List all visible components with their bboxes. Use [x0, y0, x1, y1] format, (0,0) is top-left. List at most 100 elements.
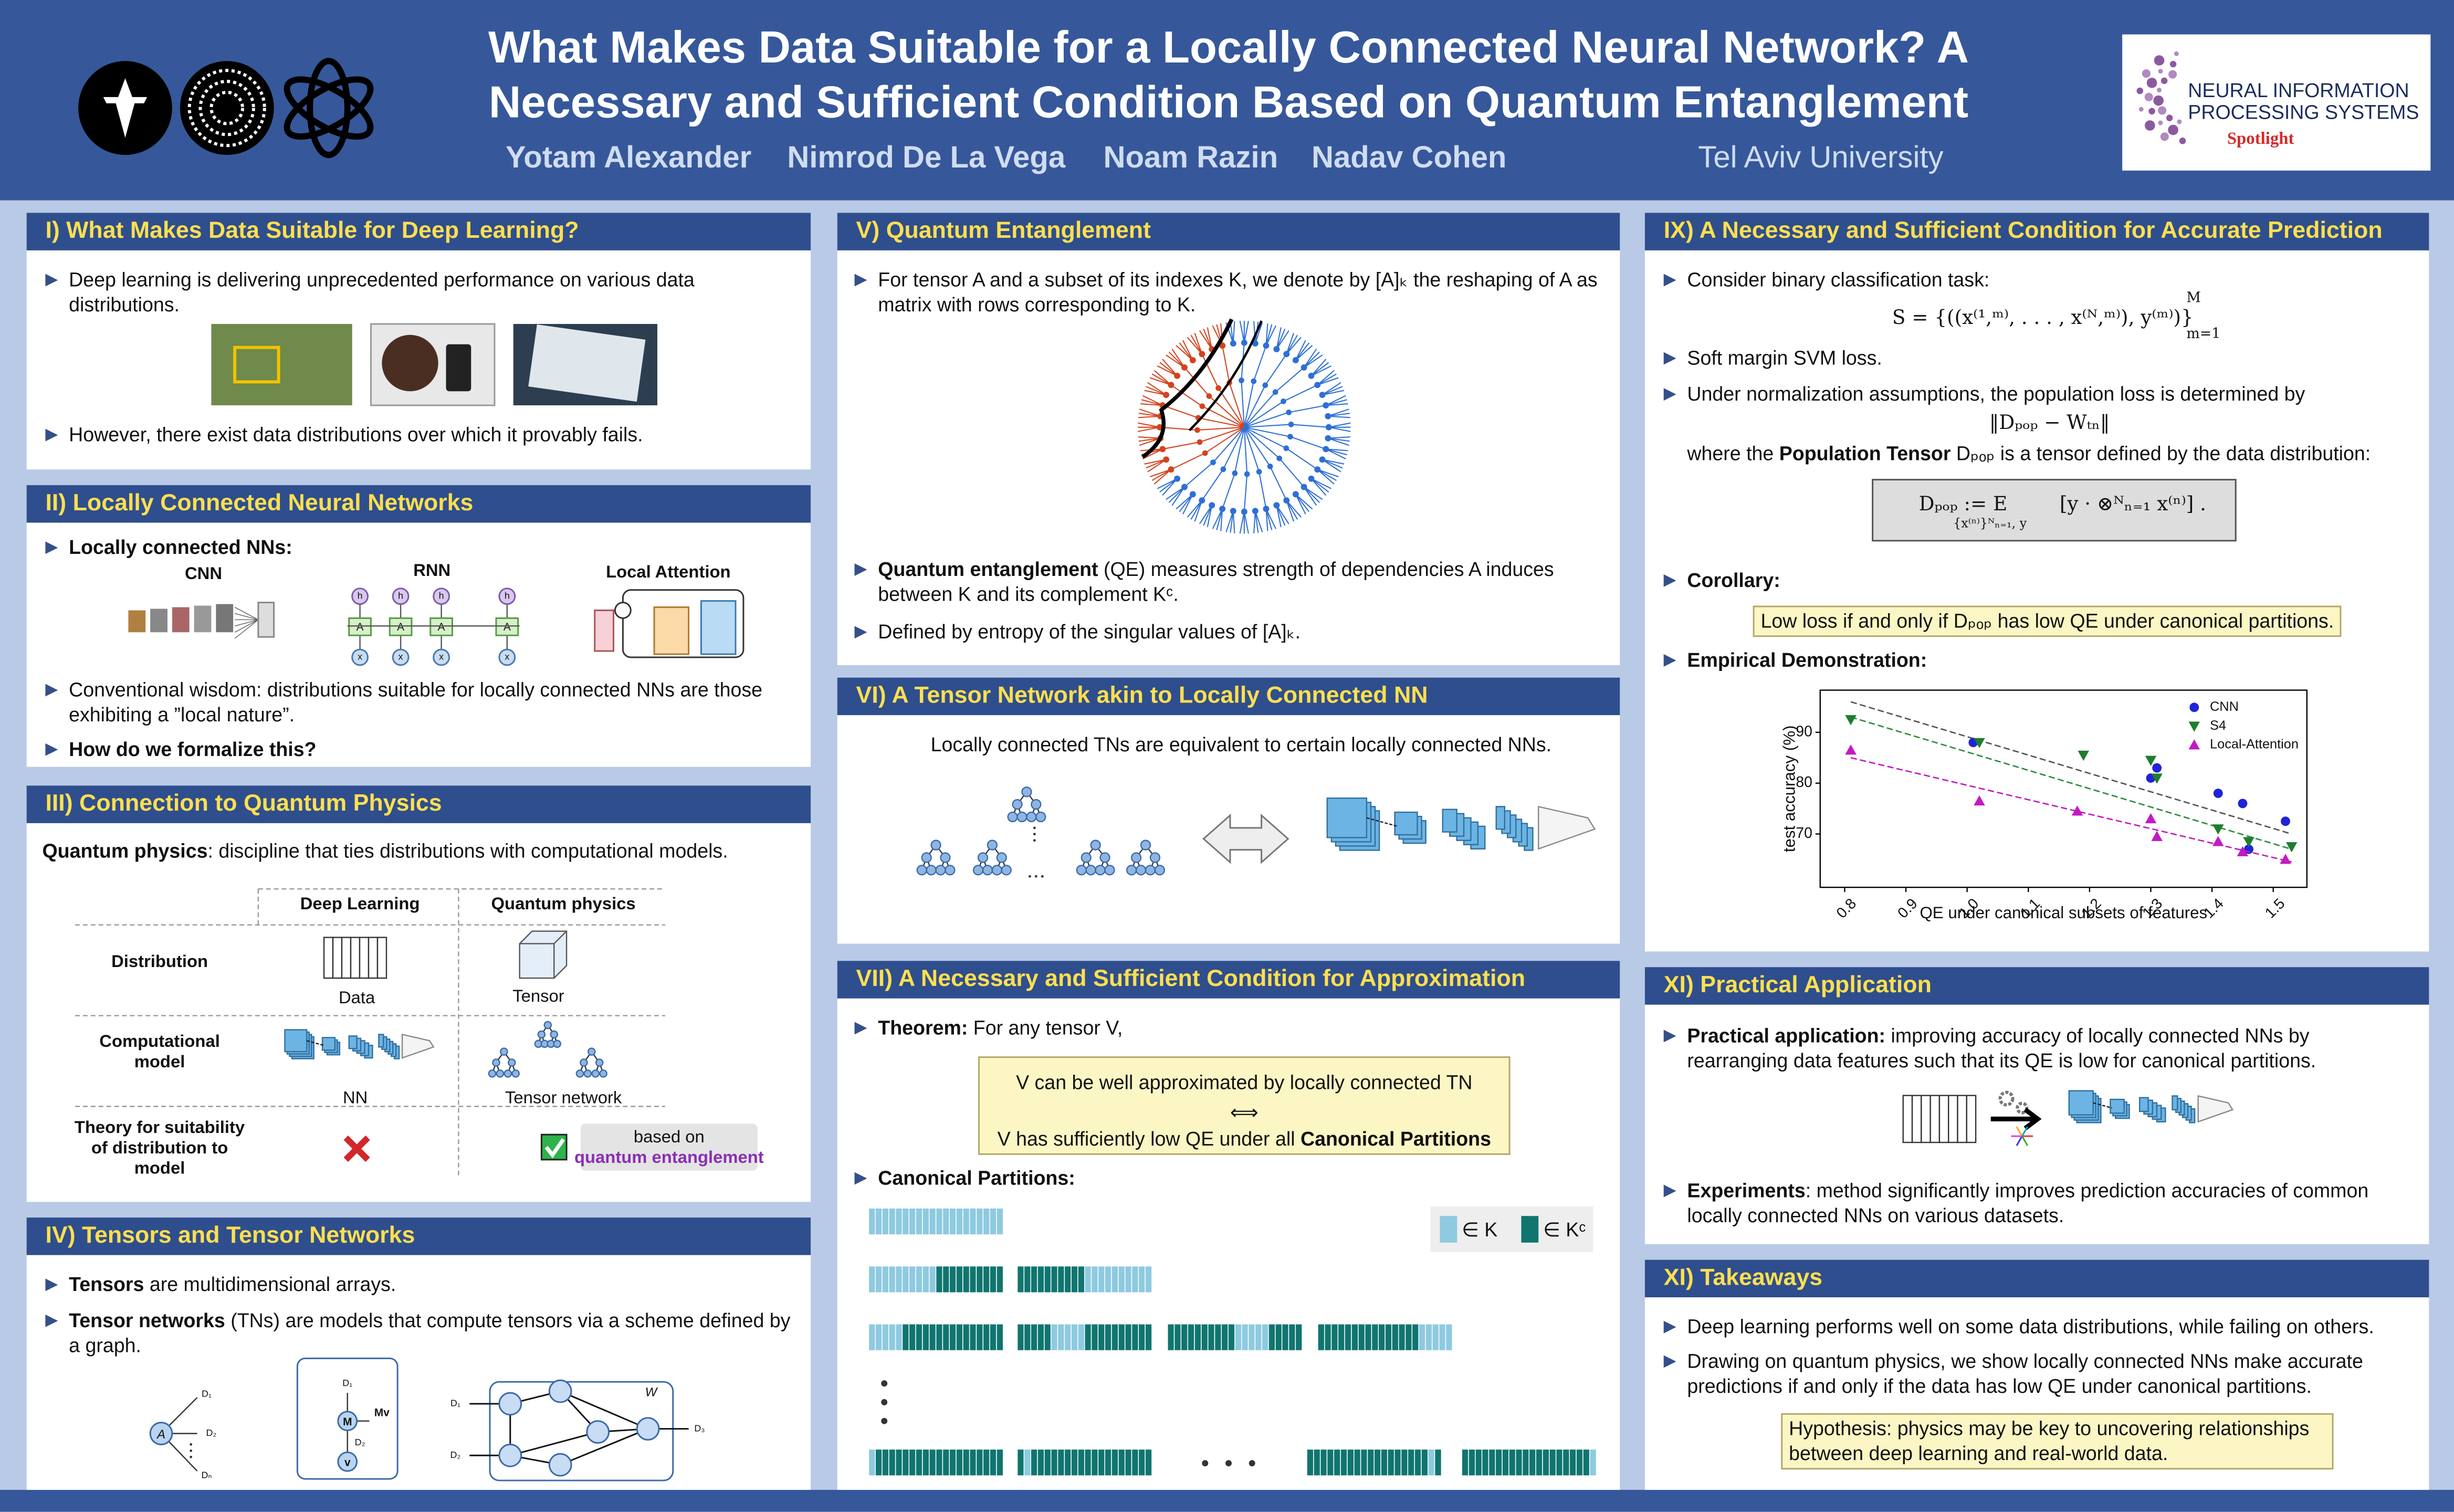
bullet: Consider binary classification task: — [1663, 268, 2415, 293]
text: How do we formalize this? — [69, 738, 317, 761]
text: Theorem: — [878, 1017, 968, 1040]
text: Distribution — [111, 953, 208, 972]
bullet: For tensor A and a subset of its indexes… — [854, 268, 1606, 318]
text: Computational model — [99, 1033, 220, 1072]
bullet: Empirical Demonstration: — [1663, 648, 2415, 673]
text: V can be well approximated by locally co… — [1016, 1072, 1473, 1094]
text: For tensor A and a subset of its indexes… — [878, 269, 1598, 317]
text: RNN — [413, 562, 451, 581]
section-title: XI) Practical Application — [1644, 967, 2429, 1005]
header-band — [0, 0, 2454, 201]
badge — [2122, 34, 2431, 171]
panel — [26, 1255, 811, 1490]
bullet: Deep learning is delivering unprecedente… — [45, 268, 758, 318]
text: {x⁽ⁿ⁾}ᴺₙ₌₁, y — [1953, 516, 2027, 531]
text: Quantum physics — [491, 895, 636, 914]
text: based on — [633, 1128, 705, 1147]
text: Canonical Partitions: — [878, 1167, 1075, 1190]
text: S = {((x⁽¹,ᵐ⁾, . . . , x⁽ᴺ,ᵐ⁾), y⁽ᵐ⁾)} — [1892, 305, 2194, 329]
note-box — [580, 1124, 758, 1171]
badge-text: PROCESSING SYSTEMS — [2188, 101, 2419, 124]
bullet: Deep learning performs well on some data… — [1663, 1315, 2415, 1340]
text: CNN — [184, 565, 223, 584]
section-title: IX) A Necessary and Sufficient Condition… — [1644, 213, 2429, 250]
section-title: I) What Makes Data Suitable for Deep Lea… — [26, 213, 811, 250]
text: Practical application: — [1687, 1025, 1886, 1047]
section-title: IV) Tensors and Tensor Networks — [26, 1217, 811, 1255]
bullet: Soft margin SVM loss. — [1663, 346, 2415, 371]
bullet: Practical application: improving accurac… — [1663, 1024, 2410, 1074]
text: M — [2186, 291, 2201, 307]
text: Local Attention — [606, 563, 731, 582]
text: Quantum physics — [42, 840, 208, 863]
section-title: III) Connection to Quantum Physics — [26, 785, 811, 823]
author: Nadav Cohen — [1311, 141, 1507, 175]
author: Nimrod De La Vega — [787, 141, 1066, 175]
text: Locally connected TNs are equivalent to … — [930, 734, 1552, 756]
text: ∈ K — [1462, 1219, 1498, 1241]
bullet: Tensor networks (TNs) are models that co… — [45, 1308, 801, 1358]
footer-band — [0, 1489, 2454, 1512]
text: Under normalization assumptions, the pop… — [1687, 383, 2305, 406]
bullet: Experiments: method significantly improv… — [1663, 1179, 2410, 1228]
title: Necessary and Sufficient Condition Based… — [488, 78, 1969, 129]
text: Defined by entropy of the singular value… — [878, 621, 1301, 644]
section-title: VII) A Necessary and Sufficient Conditio… — [837, 961, 1620, 999]
badge-text: NEURAL INFORMATION — [2188, 80, 2409, 102]
bullet: Locally connected NNs: — [45, 535, 804, 560]
text: (TNs) are models that compute tensors vi… — [69, 1310, 791, 1357]
text: Deep Learning — [300, 895, 420, 914]
text: Deep learning performs well on some data… — [1687, 1316, 2374, 1338]
bullet: Quantum entanglement (QE) measures stren… — [854, 557, 1606, 607]
text: Tensor networks — [69, 1310, 225, 1332]
text: : method significantly improves predicti… — [1687, 1180, 2369, 1227]
text: (QE) measures strength of dependencies A… — [878, 559, 1554, 606]
shape: where the Population Tensor Dₚₒₚ is a te… — [1687, 442, 2371, 467]
section-title: II) Locally Connected Neural Networks — [26, 485, 811, 523]
text: are multidimensional arrays. — [144, 1274, 396, 1296]
text: ∈ Kᶜ — [1543, 1219, 1586, 1241]
text: Dₚₒₚ is a tensor defined by the data dis… — [1950, 443, 2371, 465]
text: Drawing on quantum physics, we show loca… — [1687, 1350, 2363, 1398]
text: Deep learning is delivering unprecedente… — [69, 269, 695, 317]
bullet: Corollary: — [1663, 568, 2415, 593]
text: V has sufficiently low QE under all — [997, 1128, 1301, 1150]
text: [y · ⊗ᴺₙ₌₁ x⁽ⁿ⁾] . — [2059, 491, 2206, 515]
text: Quantum entanglement — [878, 559, 1098, 581]
text: NN — [342, 1089, 368, 1108]
author: Noam Razin — [1103, 141, 1278, 175]
text: improving accuracy of locally connected … — [1687, 1025, 2316, 1072]
text: Population Tensor — [1779, 443, 1951, 465]
bullet: Drawing on quantum physics, we show loca… — [1663, 1349, 2410, 1399]
text: where the — [1687, 443, 1779, 465]
text: m=1 — [2186, 327, 2221, 343]
text: However, there exist data distributions … — [69, 424, 643, 446]
affiliation: Tel Aviv University — [1698, 141, 1944, 175]
legend-box — [1430, 1206, 1593, 1252]
text: Theory for suitability of distribution t… — [74, 1119, 245, 1179]
text: Data — [338, 989, 375, 1008]
text: Consider binary classification task: — [1687, 269, 1990, 291]
text: Soft margin SVM loss. — [1687, 347, 1882, 370]
text: Conventional wisdom: distributions suita… — [69, 679, 763, 727]
section-title: VI) A Tensor Network akin to Locally Con… — [837, 677, 1620, 716]
bullet: Under normalization assumptions, the pop… — [1663, 382, 2415, 407]
text: Tensor — [512, 987, 564, 1006]
bullet: Conventional wisdom: distributions suita… — [45, 678, 801, 728]
text: Locally connected NNs: — [69, 537, 292, 559]
author: Yotam Alexander — [505, 141, 752, 175]
section-title: V) Quantum Entanglement — [837, 213, 1620, 250]
formula-box — [1872, 479, 2237, 542]
section-title: XI) Takeaways — [1644, 1259, 2429, 1298]
text: Experiments — [1687, 1180, 1806, 1202]
text: Corollary: — [1687, 570, 1780, 592]
text: Dₚₒₚ := E — [1918, 491, 2008, 515]
bullet: Defined by entropy of the singular value… — [854, 620, 1606, 645]
badge-tag: Spotlight — [2227, 130, 2294, 149]
shape: V has sufficiently low QE under all Cano… — [978, 1127, 1511, 1152]
text: Tensors — [69, 1274, 144, 1296]
text: Low loss if and only if Dₚₒₚ has low QE … — [1753, 605, 2342, 637]
theorem-box — [978, 1056, 1511, 1155]
